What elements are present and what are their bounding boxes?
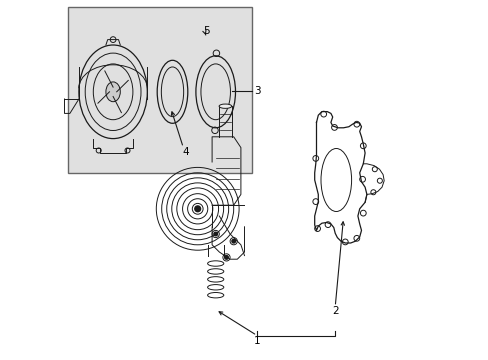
Circle shape (224, 256, 228, 259)
Text: 4: 4 (182, 147, 188, 157)
Circle shape (231, 239, 235, 243)
Text: 1: 1 (253, 336, 260, 346)
Circle shape (213, 232, 217, 236)
Circle shape (194, 206, 200, 212)
Bar (68, 7, 251, 173)
Ellipse shape (219, 104, 231, 108)
Ellipse shape (106, 82, 120, 102)
Text: 2: 2 (331, 306, 338, 316)
Text: 3: 3 (253, 86, 260, 96)
Text: 5: 5 (203, 26, 209, 36)
